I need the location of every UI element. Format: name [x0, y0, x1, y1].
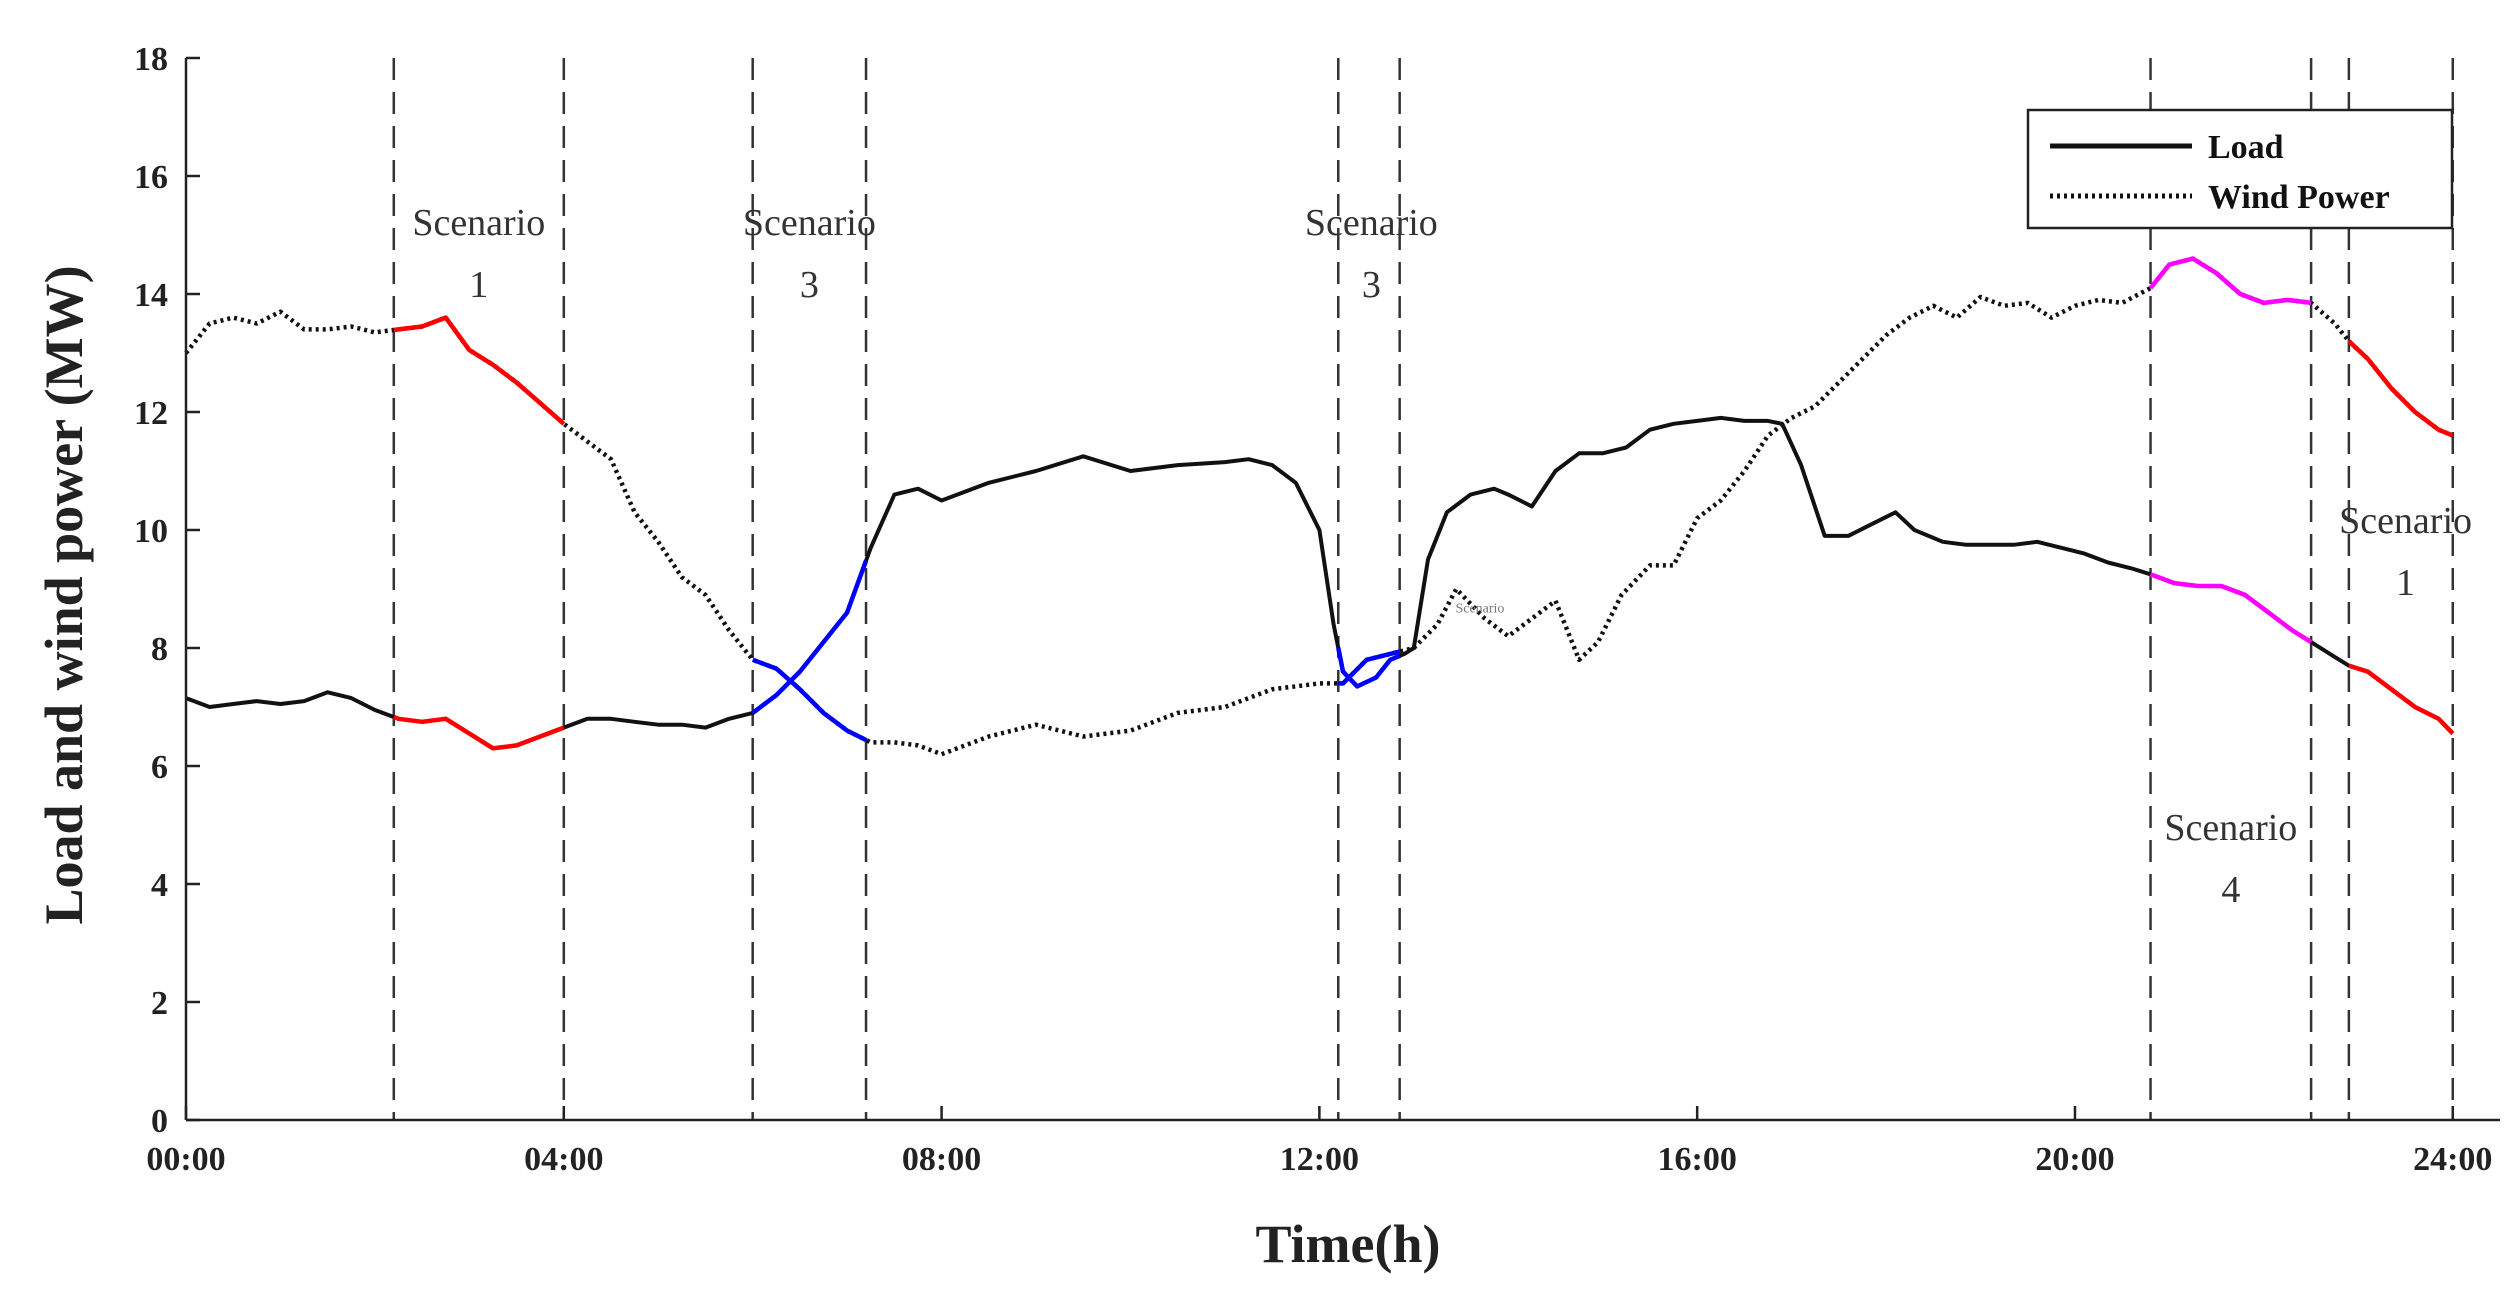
- scenario-annotation-0-line-0: Scenario: [412, 202, 545, 244]
- y-tick-label-2: 4: [151, 867, 168, 904]
- x-tick-label-2: 08:00: [902, 1141, 981, 1178]
- x-tick-label-1: 04:00: [524, 1141, 603, 1178]
- y-tick-label-0: 0: [151, 1103, 168, 1140]
- highlight-segment-1-wind-power: [751, 657, 868, 743]
- scenario-annotation-2: Scenario 3: [1305, 202, 1438, 306]
- x-tick-label-4: 16:00: [1658, 1141, 1737, 1178]
- scenario-annotation-1-line-1: 3: [800, 264, 819, 306]
- highlight-segment-4-wind-power: [2347, 339, 2454, 438]
- highlight-segment-2-load: [1336, 647, 1401, 689]
- highlight-segment-3-load: [2149, 572, 2313, 645]
- scenario-annotation-0-line-1: 1: [469, 264, 488, 306]
- scenario-annotation-3: Scenario 4: [2164, 807, 2297, 911]
- highlight-segment-2-wind-power: [1338, 649, 1401, 686]
- scenario-boundaries: [392, 58, 2455, 1120]
- scenario-annotation-1: Scenario 3: [743, 202, 876, 306]
- highlight-segment-4-load: [2348, 663, 2455, 736]
- scenario-annotation-5: Scenario: [1455, 602, 1504, 617]
- scenario-annotation-5-line-0: Scenario: [1455, 602, 1504, 617]
- y-tick-label-8: 16: [134, 159, 168, 196]
- legend-label-wind-power: Wind Power: [2208, 179, 2390, 216]
- highlight-segment-0-load: [392, 714, 565, 751]
- series-layer: [184, 256, 2455, 757]
- legend-label-load: Load: [2208, 129, 2284, 166]
- scenario-annotation-4-line-0: Scenario: [2339, 500, 2472, 542]
- highlight-segment-1-load: [751, 559, 869, 715]
- y-axis-title: Load and wind power (MW): [34, 265, 94, 924]
- y-tick-label-4: 8: [151, 631, 168, 668]
- legend: Load Wind Power: [2026, 108, 2454, 230]
- x-tick-label-5: 20:00: [2035, 1141, 2114, 1178]
- scenario-annotation-1-line-0: Scenario: [743, 202, 876, 244]
- scenario-annotation-0: Scenario 1: [412, 202, 545, 306]
- y-tick-label-1: 2: [151, 985, 168, 1022]
- scenario-annotation-3-line-0: Scenario: [2164, 807, 2297, 849]
- scenario-annotation-4: Scenario 1: [2339, 500, 2472, 604]
- scenario-annotation-2-line-1: 3: [1362, 264, 1381, 306]
- series-line-wind-power: [184, 256, 2454, 757]
- legend-box: [2026, 108, 2454, 230]
- x-axis-title: Time(h): [1256, 1214, 1441, 1274]
- scenario-annotation-3-line-1: 4: [2221, 869, 2240, 911]
- scenario-annotation-2-line-0: Scenario: [1305, 202, 1438, 244]
- y-tick-label-6: 12: [134, 395, 168, 432]
- x-tick-label-0: 00:00: [146, 1141, 225, 1178]
- y-tick-label-3: 6: [151, 749, 168, 786]
- highlight-segment-3-wind-power: [2148, 256, 2312, 306]
- x-tick-label-6: 24:00: [2413, 1141, 2492, 1178]
- y-tick-label-7: 14: [134, 277, 168, 314]
- y-tick-label-5: 10: [134, 513, 168, 550]
- scenario-annotation-4-line-1: 1: [2396, 562, 2415, 604]
- y-tick-label-9: 18: [134, 41, 168, 78]
- highlight-segment-0-wind-power: [393, 315, 566, 426]
- x-tick-label-3: 12:00: [1280, 1141, 1359, 1178]
